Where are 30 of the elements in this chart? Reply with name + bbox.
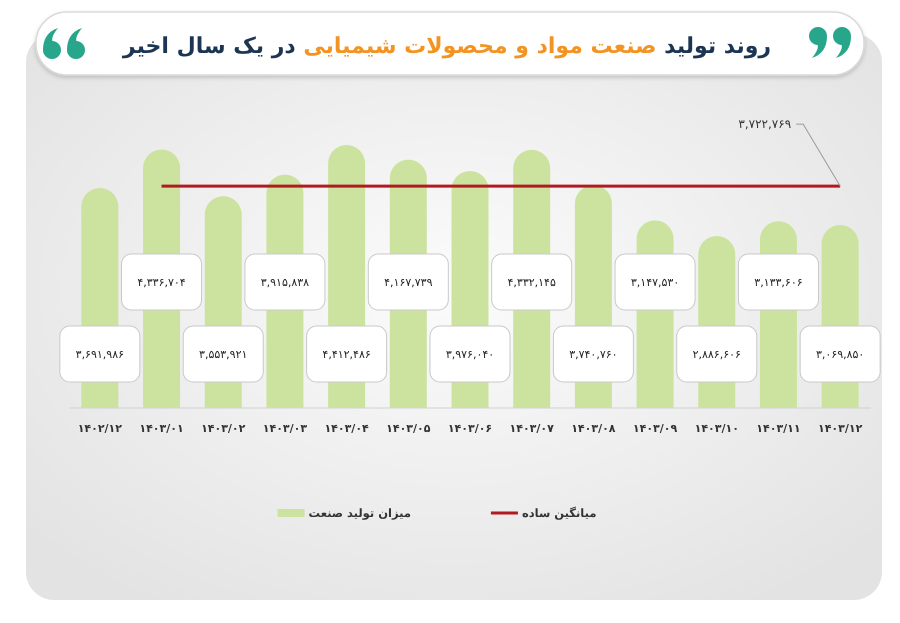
data-label: ۳,۰۶۹,۸۵۰ <box>816 348 864 361</box>
data-label: ۴,۱۶۷,۷۳۹ <box>384 276 433 289</box>
x-tick-label: ۱۴۰۳/۰۲ <box>201 422 246 435</box>
data-label: ۴,۳۳۶,۷۰۴ <box>137 276 186 289</box>
data-label: ۳,۵۵۳,۹۲۱ <box>199 348 248 361</box>
data-label: ۴,۳۳۲,۱۴۵ <box>508 276 556 289</box>
data-label: ۲,۸۸۶,۶۰۶ <box>692 348 741 361</box>
data-label: ۳,۱۳۳,۶۰۶ <box>754 276 803 289</box>
chart-title: روند تولید صنعت مواد و محصولات شیمیایی در یک سال اخیر <box>122 34 772 59</box>
x-tick-label: ۱۴۰۳/۰۳ <box>262 422 308 435</box>
x-tick-label: ۱۴۰۳/۰۱ <box>139 422 184 435</box>
data-label: ۳,۹۱۵,۸۳۸ <box>260 276 310 289</box>
x-tick-label: ۱۴۰۳/۰۷ <box>510 422 554 435</box>
x-tick-label: ۱۴۰۳/۰۶ <box>448 422 492 435</box>
data-label: ۴,۴۱۲,۴۸۶ <box>322 348 371 361</box>
x-tick-label: ۱۴۰۳/۰۴ <box>324 422 370 435</box>
legend-label: میانگین ساده <box>522 506 596 520</box>
x-tick-label: ۱۴۰۳/۱۲ <box>818 422 863 435</box>
x-tick-label: ۱۴۰۳/۱۱ <box>756 422 801 435</box>
data-label: ۳,۶۹۱,۹۸۶ <box>76 348 124 361</box>
x-tick-label: ۱۴۰۳/۱۰ <box>694 422 739 435</box>
x-tick-label: ۱۴۰۳/۰۸ <box>571 422 616 435</box>
x-tick-label: ۱۴۰۳/۰۵ <box>386 422 431 435</box>
annotation: ۳,۷۲۲,۷۶۹ <box>738 117 792 132</box>
data-label: ۳,۹۷۶,۰۴۰ <box>446 348 494 361</box>
x-tick-label: ۱۴۰۳/۰۹ <box>632 422 678 435</box>
legend-label: میزان تولید صنعت <box>308 506 411 520</box>
x-tick-label: ۱۴۰۲/۱۲ <box>78 422 122 435</box>
data-label: ۳,۷۴۰,۷۶۰ <box>569 348 618 361</box>
data-label: ۳,۱۴۷,۵۳۰ <box>630 276 680 289</box>
